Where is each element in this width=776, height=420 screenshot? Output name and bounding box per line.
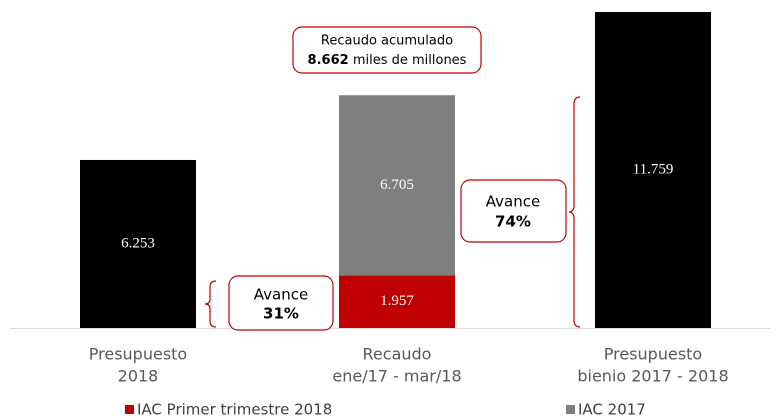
- data-label: 1.957: [380, 293, 414, 309]
- legend-label: IAC Primer trimestre 2018: [137, 401, 332, 419]
- brace: [204, 280, 217, 328]
- x-tick-label: ene/17 - mar/18: [332, 367, 461, 386]
- annotation-text: Avance: [254, 286, 308, 304]
- annotation-text: 8.662 miles de millones: [308, 53, 467, 68]
- bar: [80, 159, 196, 328]
- data-label: 6.705: [380, 177, 414, 193]
- bar: [339, 275, 455, 328]
- annotation-rest: miles de millones: [353, 53, 467, 68]
- annotation-bold: 8.662: [308, 53, 349, 68]
- x-tick-label: Recaudo: [363, 345, 432, 364]
- x-tick-label: Presupuesto: [89, 345, 187, 364]
- annotation-text: 74%: [495, 213, 531, 231]
- data-label: 6.253: [121, 235, 155, 251]
- bar: [595, 12, 711, 328]
- bar: [339, 95, 455, 276]
- annotation-text: Avance: [486, 193, 540, 211]
- annotation-text: Recaudo acumulado: [321, 34, 453, 49]
- x-tick-label: Presupuesto: [604, 345, 702, 364]
- legend-swatch: [566, 405, 575, 414]
- x-tick-label: 2018: [118, 367, 159, 386]
- brace: [568, 96, 581, 328]
- legend-swatch: [125, 405, 134, 414]
- x-tick-label: bienio 2017 - 2018: [577, 367, 728, 386]
- legend-label: IAC 2017: [578, 401, 646, 419]
- annotation-box: [292, 26, 482, 74]
- annotation-text: 31%: [263, 305, 299, 323]
- data-label: 11.759: [633, 161, 674, 177]
- annotation-box: [228, 275, 334, 331]
- annotation-box: [460, 179, 567, 243]
